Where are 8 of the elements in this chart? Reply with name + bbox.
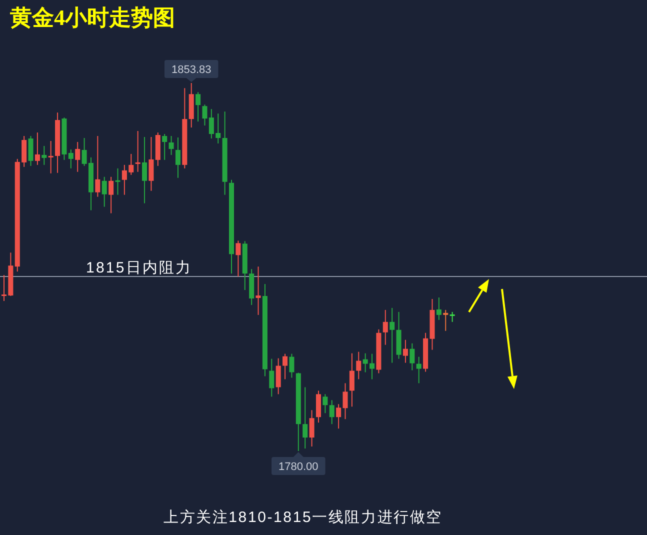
annotation: 1853.83 (171, 64, 212, 76)
title: 黄金4小时走势图 (10, 5, 175, 30)
price-label: 1853.83 (164, 60, 218, 82)
annotation: 1780.00 (278, 461, 318, 473)
ref-line: 1815日内阻力 (0, 260, 647, 278)
note: 上方关注1810-1815一线阻力进行做空 (163, 509, 443, 526)
ref-line-label: 1815日内阻力 (86, 260, 192, 277)
price-label: 1780.00 (272, 452, 326, 475)
